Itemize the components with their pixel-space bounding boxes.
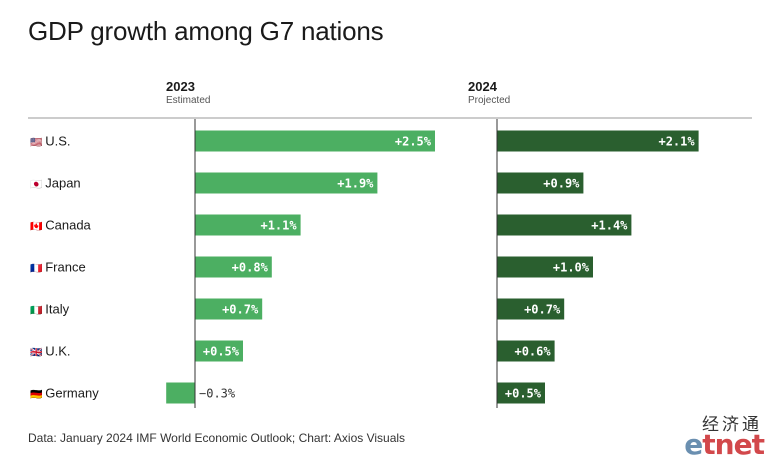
data-label-2023-france: +0.8% [232, 261, 269, 275]
data-label-2023-canada: +1.1% [260, 219, 297, 233]
data-label-2024-us: +2.1% [658, 135, 695, 149]
source-note: Data: January 2024 IMF World Economic Ou… [28, 431, 406, 445]
data-label-2023-germany: −0.3% [199, 387, 236, 401]
bar-2023-japan [195, 172, 378, 194]
category-label-uk: 🇬🇧 U.K. [30, 344, 71, 359]
category-label-canada: 🇨🇦 Canada [30, 218, 92, 233]
category-label-germany: 🇩🇪 Germany [30, 386, 99, 401]
series-header-2023: 2023 [166, 79, 195, 94]
bar-2024-france [497, 256, 593, 278]
data-label-2024-italy: +0.7% [524, 303, 561, 317]
data-label-2023-us: +2.5% [395, 135, 432, 149]
chart-title: GDP growth among G7 nations [28, 16, 384, 46]
data-label-2023-italy: +0.7% [222, 303, 259, 317]
series-subtitle-2023: Estimated [166, 95, 210, 106]
data-label-2024-germany: +0.5% [505, 387, 542, 401]
category-label-italy: 🇮🇹 Italy [30, 302, 70, 317]
bar-2023-canada [195, 214, 301, 236]
data-label-2024-canada: +1.4% [591, 219, 628, 233]
etnet-logo: 经济通 etnet [680, 408, 765, 462]
bar-2023-italy [195, 298, 263, 320]
bar-2023-us [195, 130, 435, 152]
data-label-2024-france: +1.0% [553, 261, 590, 275]
bar-2024-japan [497, 172, 584, 194]
bar-2024-germany [497, 382, 545, 404]
series-header-2024: 2024 [468, 79, 498, 94]
series-subtitle-2024: Projected [468, 95, 510, 106]
bar-2023-germany [166, 382, 195, 404]
data-label-2024-uk: +0.6% [514, 345, 551, 359]
bar-2024-us [497, 130, 699, 152]
bar-2024-uk [497, 340, 555, 362]
bar-2023-uk [195, 340, 243, 362]
data-label-2024-japan: +0.9% [543, 177, 580, 191]
bar-2024-canada [497, 214, 632, 236]
etnet-logo-chinese: 经济通 [702, 415, 762, 435]
etnet-logo-latin: etnet [684, 428, 765, 461]
category-label-us: 🇺🇸 U.S. [30, 134, 71, 149]
category-label-japan: 🇯🇵 Japan [30, 176, 81, 191]
category-label-france: 🇫🇷 France [30, 260, 86, 275]
bar-2024-italy [497, 298, 565, 320]
bar-2023-france [195, 256, 272, 278]
data-label-2023-japan: +1.9% [337, 177, 374, 191]
data-label-2023-uk: +0.5% [203, 345, 240, 359]
